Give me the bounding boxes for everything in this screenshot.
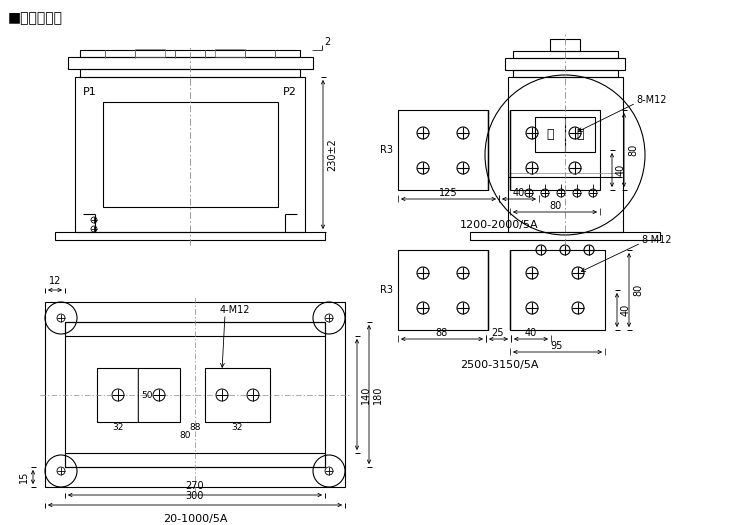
Text: 95: 95 (551, 341, 563, 351)
Text: ■产品外形图: ■产品外形图 (8, 11, 63, 25)
Text: 80: 80 (633, 284, 643, 296)
Bar (510, 250, 605, 330)
Text: 32: 32 (231, 424, 243, 433)
Text: 230±2: 230±2 (327, 138, 337, 171)
Text: 125: 125 (439, 188, 458, 198)
Bar (135, 49, 165, 57)
Bar (103, 102, 278, 207)
Text: 8-M12: 8-M12 (636, 95, 667, 105)
Bar (80, 50, 300, 57)
Bar (550, 39, 580, 51)
Bar (65, 322, 325, 336)
Text: 4-M12: 4-M12 (219, 305, 250, 315)
Text: 20-1000/5A: 20-1000/5A (163, 514, 227, 524)
Text: 8-M12: 8-M12 (641, 235, 672, 245)
Bar (508, 77, 623, 232)
Text: 50: 50 (141, 391, 153, 400)
Bar (470, 232, 660, 240)
Bar (80, 69, 300, 77)
Bar (65, 453, 325, 467)
Text: 1200-2000/5A: 1200-2000/5A (460, 220, 539, 230)
Bar (513, 51, 618, 58)
Bar (75, 77, 305, 232)
Text: 12: 12 (49, 276, 61, 286)
Text: 180: 180 (373, 385, 383, 404)
Bar (510, 110, 600, 190)
Text: R3: R3 (380, 285, 393, 295)
Text: 牌: 牌 (576, 129, 583, 142)
Text: 32: 32 (112, 424, 124, 433)
Text: 40: 40 (525, 328, 537, 338)
Text: 270: 270 (186, 481, 204, 491)
Text: 40: 40 (616, 164, 626, 176)
Text: P1: P1 (83, 87, 97, 97)
Text: 40: 40 (621, 304, 631, 316)
Bar (535, 117, 595, 152)
Bar (398, 110, 488, 190)
Bar (65, 322, 325, 467)
Text: 銘: 銘 (546, 129, 554, 142)
Text: 80: 80 (179, 432, 191, 440)
Text: 25: 25 (492, 328, 504, 338)
Text: 88: 88 (189, 424, 201, 433)
Bar (55, 232, 325, 240)
Bar (505, 58, 625, 70)
Text: 80: 80 (628, 144, 638, 156)
Text: 40: 40 (513, 188, 525, 198)
Bar (513, 70, 618, 77)
Text: 300: 300 (186, 491, 204, 501)
Text: 2: 2 (324, 37, 330, 47)
Text: P2: P2 (283, 87, 297, 97)
Bar (97, 368, 180, 422)
Bar (68, 57, 313, 69)
Text: 2500-3150/5A: 2500-3150/5A (460, 360, 539, 370)
Bar (215, 49, 245, 57)
Bar (205, 368, 270, 422)
Text: 80: 80 (549, 201, 561, 211)
Text: 140: 140 (361, 385, 371, 404)
Bar (398, 250, 488, 330)
Bar (45, 302, 345, 487)
Text: 15: 15 (19, 471, 29, 483)
Text: 88: 88 (436, 328, 448, 338)
Text: R3: R3 (380, 145, 393, 155)
